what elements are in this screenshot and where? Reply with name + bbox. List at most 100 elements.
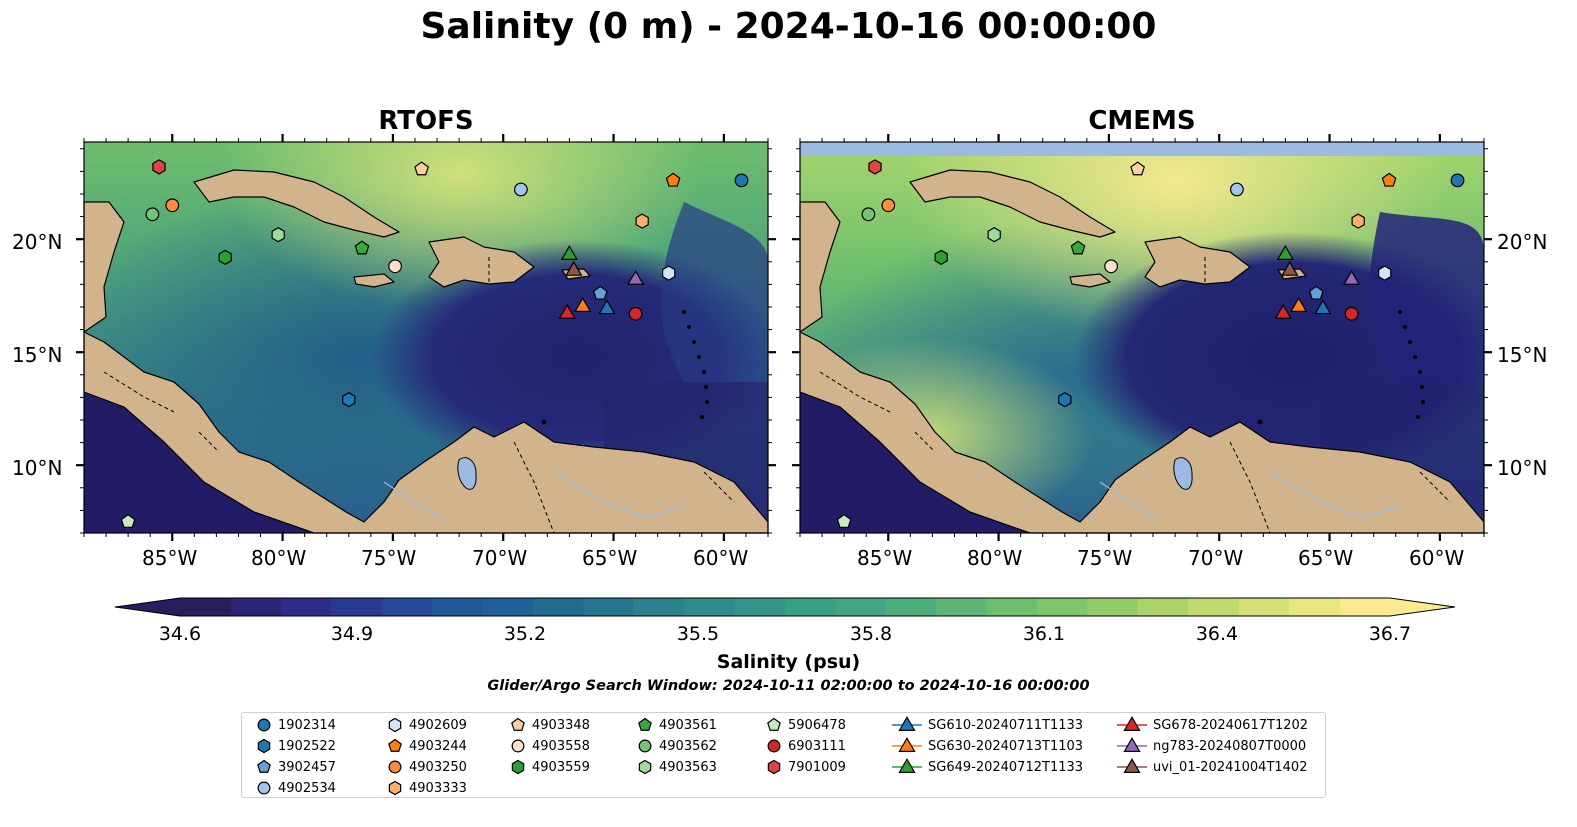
lat-label-20n-left: 20°N xyxy=(12,230,63,254)
legend-label: 1902522 xyxy=(278,738,336,754)
colorbar-tick-1: 34.9 xyxy=(330,623,374,645)
legend-item: 7901009 xyxy=(766,757,846,777)
legend-marker xyxy=(511,739,525,753)
legend-marker xyxy=(257,718,271,732)
platform-marker-SG649-20240712T1133 xyxy=(560,245,579,260)
legend-label: 4902609 xyxy=(409,717,467,733)
pentagon-marker-icon xyxy=(638,717,652,731)
legend-item: 3902457 xyxy=(256,757,336,777)
legend-item: 1902522 xyxy=(256,736,336,756)
legend-label: SG649-20240712T1133 xyxy=(928,759,1084,775)
legend-label: SG678-20240617T1202 xyxy=(1153,717,1309,733)
platform-marker-6903111 xyxy=(628,306,643,321)
legend-item: SG630-20240713T1103 xyxy=(892,736,1083,756)
platform-marker-5906478 xyxy=(120,513,136,528)
legend-label: uvi_01-20241004T1402 xyxy=(1153,759,1308,775)
legend-marker xyxy=(257,738,271,754)
legend-item: 5906478 xyxy=(766,715,846,735)
hexagon-marker-icon xyxy=(388,717,402,733)
lon-label-85w-left: 85°W xyxy=(142,546,198,570)
platform-marker-4903333 xyxy=(635,213,649,229)
circle-marker-icon xyxy=(257,718,271,732)
legend-item: uvi_01-20241004T1402 xyxy=(1117,757,1307,777)
triangle-marker-icon xyxy=(1117,737,1147,752)
legend-item: 4903558 xyxy=(510,736,590,756)
colorbar-segment xyxy=(532,598,584,616)
legend-marker xyxy=(388,738,402,752)
legend-marker xyxy=(898,737,916,752)
colorbar-segment xyxy=(785,598,837,616)
platform-marker-4902609 xyxy=(662,265,676,281)
circle-marker-icon xyxy=(388,760,402,774)
colorbar-segment xyxy=(734,598,786,616)
legend-marker xyxy=(1123,716,1141,731)
colorbar-outline xyxy=(114,597,1456,617)
platform-marker-4903559 xyxy=(218,249,232,265)
legend-label: 4903563 xyxy=(659,759,717,775)
platform-marker-SG678-20240617T1202 xyxy=(558,303,576,319)
legend-label: 4903348 xyxy=(532,717,590,733)
lon-label-60w-right: 60°W xyxy=(1409,546,1465,570)
colorbar-segment xyxy=(684,598,736,616)
colorbar-segment xyxy=(482,598,534,616)
lon-label-60w-left: 60°W xyxy=(693,546,749,570)
legend-label: 1902314 xyxy=(278,717,336,733)
legend-marker xyxy=(388,760,402,774)
triangle-marker-icon xyxy=(892,716,922,731)
platform-marker-5906478 xyxy=(836,513,852,528)
platform-marker-4903561 xyxy=(354,240,370,255)
legend-item: 4903333 xyxy=(387,778,467,798)
axis-ticks xyxy=(792,134,1492,541)
legend-label: 7901009 xyxy=(788,759,846,775)
colorbar-tick-2: 35.2 xyxy=(503,623,547,645)
platform-marker-3902457 xyxy=(592,285,608,300)
colorbar-segment xyxy=(230,598,282,616)
platform-marker-4903333 xyxy=(1351,213,1365,229)
colorbar-segment xyxy=(1037,598,1089,616)
legend-label: 4903244 xyxy=(409,738,467,754)
platform-marker-4903250 xyxy=(881,198,896,213)
legend-marker xyxy=(638,739,652,753)
colorbar-segment xyxy=(331,598,383,616)
colorbar-extend-max xyxy=(1390,598,1455,616)
hexagon-marker-icon xyxy=(638,759,652,775)
lon-label-80w-right: 80°W xyxy=(967,546,1023,570)
colorbar-segment xyxy=(432,598,484,616)
lat-label-20n-right: 20°N xyxy=(1497,230,1548,254)
colorbar-extend-min xyxy=(115,598,180,616)
platform-marker-SG649-20240712T1133 xyxy=(1276,245,1295,260)
legend-item: 4903562 xyxy=(637,736,717,756)
legend-label: ng783-20240807T0000 xyxy=(1153,738,1307,754)
legend-label: 4902534 xyxy=(278,780,336,796)
pentagon-marker-icon xyxy=(767,717,781,731)
lon-label-80w-left: 80°W xyxy=(251,546,307,570)
legend-marker xyxy=(898,758,916,773)
legend-label: 3902457 xyxy=(278,759,336,775)
platform-marker-3902457 xyxy=(1308,285,1324,300)
platform-marker-4903558 xyxy=(388,259,403,274)
platform-marker-4902534 xyxy=(1229,182,1244,197)
colorbar-tick-6: 36.4 xyxy=(1195,623,1239,645)
colorbar-segment xyxy=(1238,598,1290,616)
panel-title-rtofs: RTOFS xyxy=(378,106,474,136)
map-frame xyxy=(799,141,1485,534)
platform-marker-4903561 xyxy=(1070,240,1086,255)
platform-marker-4903563 xyxy=(987,227,1001,243)
legend-marker xyxy=(1123,758,1141,773)
platform-marker-1902522 xyxy=(1058,392,1072,408)
platform-marker-SG678-20240617T1202 xyxy=(1274,303,1292,319)
legend-marker xyxy=(767,739,781,753)
panel-title-cmems: CMEMS xyxy=(1088,106,1196,136)
lat-label-10n-right: 10°N xyxy=(1497,456,1548,480)
lon-label-85w-right: 85°W xyxy=(857,546,913,570)
colorbar-segment xyxy=(180,598,232,616)
legend-label: 4903250 xyxy=(409,759,467,775)
legend-item: 4903561 xyxy=(637,715,717,735)
triangle-marker-icon xyxy=(1117,758,1147,773)
legend-item: 4903244 xyxy=(387,736,467,756)
hexagon-marker-icon xyxy=(388,780,402,796)
circle-marker-icon xyxy=(511,739,525,753)
legend-marker xyxy=(257,781,271,795)
colorbar-segment xyxy=(633,598,685,616)
platform-marker-4903250 xyxy=(165,198,180,213)
